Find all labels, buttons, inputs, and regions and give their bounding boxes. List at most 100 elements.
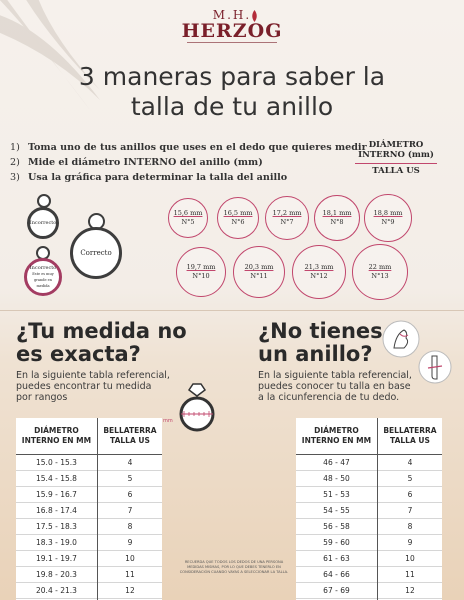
diameter-legend-divider bbox=[355, 163, 437, 164]
right-title-line2: un anillo? bbox=[258, 342, 373, 366]
table-row: 20.4 - 21.3 12 bbox=[16, 582, 162, 599]
circle-mm: 20,3 mm bbox=[244, 263, 274, 271]
ring-gem-icon bbox=[37, 194, 51, 208]
size-cell: 5 bbox=[97, 470, 162, 487]
brand-drop-icon bbox=[252, 10, 257, 22]
header-text: DIÁMETRO bbox=[34, 426, 79, 435]
page-title: 3 maneras para saber la talla de tu anil… bbox=[0, 62, 464, 122]
range-cell: 20.4 - 21.3 bbox=[16, 582, 98, 599]
left-sub-line2: puedes encontrar tu medida bbox=[16, 381, 152, 392]
size-cell: 12 bbox=[97, 582, 162, 599]
table-row: 67 - 69 12 bbox=[296, 582, 442, 599]
header-text: BELLATERRA bbox=[103, 426, 157, 435]
range-cell: 54 - 55 bbox=[296, 502, 378, 519]
range-cell: 51 - 53 bbox=[296, 486, 378, 503]
right-sub-line1: En la siguiente tabla referencial, bbox=[258, 370, 412, 381]
left-section-title: ¿Tu medida no es exacta? bbox=[16, 320, 187, 366]
right-col1-header: DIÁMETRO INTERNO EN MM bbox=[296, 418, 378, 455]
size-cell: 9 bbox=[377, 534, 442, 551]
header-text: TALLA US bbox=[390, 436, 430, 445]
range-cell: 19.8 - 20.3 bbox=[16, 566, 98, 583]
range-cell: 18.3 - 19.0 bbox=[16, 534, 98, 551]
ring-too-large-note: Este es muy grande en medida bbox=[32, 272, 54, 288]
left-size-table: DIÁMETRO INTERNO EN MM BELLATERRA TALLA US… bbox=[16, 418, 162, 600]
ring-size-circle: 16,5 mm N°6 bbox=[217, 197, 259, 239]
size-cell: 10 bbox=[377, 550, 442, 567]
circle-size: N°10 bbox=[192, 272, 210, 280]
step-item: 3) Usa la gráfica para determinar la tall… bbox=[10, 170, 367, 185]
table-row: 21.4 - 22.013 bbox=[16, 598, 162, 600]
size-cell: 8 bbox=[97, 518, 162, 535]
circle-size: N°12 bbox=[310, 272, 328, 280]
finger-measure-icon bbox=[382, 320, 420, 358]
size-cell: 11 bbox=[377, 566, 442, 583]
size-cell: 4 bbox=[377, 454, 442, 471]
right-title-line1: ¿No tienes bbox=[258, 319, 383, 343]
ring-too-large-text: Incorrecto Este es muy grande en medida bbox=[27, 261, 59, 293]
footnote: RECUERDA QUE TODOS LOS DEDOS DE UNA PERS… bbox=[179, 560, 289, 574]
table-row: 59 - 60 9 bbox=[296, 534, 442, 551]
size-cell: 12 bbox=[377, 582, 442, 599]
ring-too-large-icon: Incorrecto Este es muy grande en medida bbox=[24, 258, 62, 296]
ring-too-small-icon: Incorrecto bbox=[27, 207, 59, 239]
title-line-1: 3 maneras para saber la bbox=[78, 62, 386, 91]
circle-mm: 18,1 mm bbox=[322, 209, 352, 217]
table-row: 61 - 63 10 bbox=[296, 550, 442, 567]
circle-mm: 18,8 mm bbox=[373, 209, 403, 217]
size-cell: 13 bbox=[97, 598, 162, 600]
range-cell: 61 - 63 bbox=[296, 550, 378, 567]
left-col2-header: BELLATERRA TALLA US bbox=[97, 418, 162, 455]
range-cell: 64 - 66 bbox=[296, 566, 378, 583]
circle-size: N°5 bbox=[181, 218, 195, 226]
circle-size: N°13 bbox=[371, 272, 389, 280]
range-cell: 67 - 69 bbox=[296, 582, 378, 599]
table-row: 19.1 - 19.7 10 bbox=[16, 550, 162, 567]
diameter-legend-line1: DIÁMETRO bbox=[368, 140, 424, 150]
size-cell: 6 bbox=[377, 486, 442, 503]
diameter-legend-line2: INTERNO (mm) bbox=[358, 150, 434, 160]
size-cell: 5 bbox=[377, 470, 442, 487]
range-cell: 56 - 58 bbox=[296, 518, 378, 535]
ring-correct-label: Correcto bbox=[80, 249, 112, 257]
step-item: 1) Toma uno de tus anillos que uses en el… bbox=[10, 140, 367, 155]
ring-size-circle: 18,8 mm N°9 bbox=[364, 194, 412, 242]
right-size-table: DIÁMETRO INTERNO EN MM BELLATERRA TALLA US… bbox=[296, 418, 442, 600]
header-text: INTERNO EN MM bbox=[301, 436, 372, 445]
table-row: 48 - 50 5 bbox=[296, 470, 442, 487]
table-row: 15.9 - 16.7 6 bbox=[16, 486, 162, 503]
step-item: 2) Mide el diámetro INTERNO del anillo (m… bbox=[10, 155, 367, 170]
ring-size-circle: 20,3 mm N°11 bbox=[233, 246, 285, 298]
circle-mm: 21,3 mm bbox=[304, 263, 334, 271]
size-cell: 10 bbox=[97, 550, 162, 567]
header-text: BELLATERRA bbox=[383, 426, 437, 435]
table-row: 70 - 7113 bbox=[296, 598, 442, 600]
ring-size-circle: 21,3 mm N°12 bbox=[292, 245, 346, 299]
circle-mm: 15,6 mm bbox=[173, 209, 203, 217]
step-number: 2) bbox=[10, 157, 20, 168]
steps-list: 1) Toma uno de tus anillos que uses en el… bbox=[10, 140, 367, 185]
size-cell: 6 bbox=[97, 486, 162, 503]
header-text: TALLA US bbox=[110, 436, 150, 445]
range-cell: 46 - 47 bbox=[296, 454, 378, 471]
size-cell: 7 bbox=[377, 502, 442, 519]
range-cell: 15.9 - 16.7 bbox=[16, 486, 98, 503]
ring-size-circle: 22 mm N°13 bbox=[352, 244, 408, 300]
table-row: 16.8 - 17.4 7 bbox=[16, 502, 162, 519]
range-cell: 16.8 - 17.4 bbox=[16, 502, 98, 519]
table-row: 54 - 55 7 bbox=[296, 502, 442, 519]
ring-size-circle: 17,2 mm N°7 bbox=[265, 196, 309, 240]
title-line-2: talla de tu anillo bbox=[130, 92, 334, 121]
left-title-line2: es exacta? bbox=[16, 342, 141, 366]
brand-name: HERZOG bbox=[181, 20, 283, 42]
size-cell: 9 bbox=[97, 534, 162, 551]
brand-logo: M.H. HERZOG bbox=[0, 8, 464, 43]
header-text: DIÁMETRO bbox=[314, 426, 359, 435]
size-cell: 7 bbox=[97, 502, 162, 519]
circle-size: N°7 bbox=[280, 218, 294, 226]
circle-size: N°8 bbox=[330, 218, 344, 226]
ring-measure-icon bbox=[179, 383, 215, 432]
ring-too-small-label: Incorrecto bbox=[29, 220, 57, 226]
mm-label: mm bbox=[163, 418, 173, 424]
brand-underline bbox=[187, 42, 277, 43]
table-row: 51 - 53 6 bbox=[296, 486, 442, 503]
